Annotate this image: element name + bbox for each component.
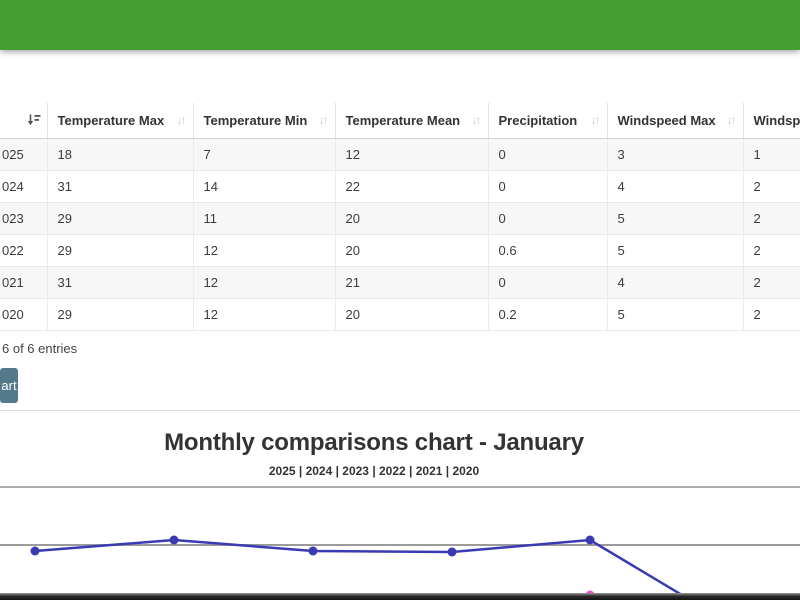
table-cell: 023	[0, 202, 48, 235]
table-cell: 4	[607, 170, 744, 203]
table-row: 021 31 12 21 0 4 2	[0, 266, 800, 299]
blue-series-line	[34, 538, 693, 600]
table-cell: 022	[0, 234, 48, 267]
table-cell: 21	[335, 266, 489, 299]
table-cell: 021	[0, 266, 48, 299]
sort-both-icon[interactable]: ↓↑	[590, 113, 601, 128]
column-header-label: Windspeed Max	[617, 112, 716, 128]
table-cell: 0	[488, 266, 608, 299]
table-cell: 5	[607, 298, 744, 331]
table-cell: 4	[607, 266, 744, 299]
chart-title: Monthly comparisons chart - January	[164, 429, 584, 456]
column-header-windspee[interactable]: Windspee↓↑	[743, 103, 800, 139]
table-cell: 0.2	[488, 298, 608, 331]
table-cell: 0	[488, 170, 608, 203]
sort-both-icon[interactable]: ↓↑	[176, 113, 187, 128]
weather-comparison-table-wrap: Temperature Max ↓↑ Temperature Min ↓↑ Temper…	[0, 103, 800, 333]
table-cell: 2	[743, 298, 800, 331]
column-header-temperature-min[interactable]: Temperature Min ↓↑	[193, 103, 336, 139]
table-cell: 14	[193, 170, 336, 203]
table-cell: 0.6	[488, 234, 608, 267]
table-cell: 31	[47, 266, 194, 299]
sort-desc-active-icon[interactable]	[27, 113, 41, 127]
table-cell: 20	[335, 234, 489, 267]
table-row: 023 29 11 20 0 5 2	[0, 202, 800, 235]
comparison-line-chart[interactable]	[0, 480, 800, 600]
table-cell: 12	[193, 298, 336, 331]
column-header-windspeed-max[interactable]: Windspeed Max ↓↑	[607, 103, 744, 139]
blue-series-point[interactable]	[30, 546, 40, 556]
table-cell: 2	[743, 202, 800, 235]
column-header-temperature-mean[interactable]: Temperature Mean ↓↑	[335, 103, 489, 139]
column-header-row-label[interactable]	[0, 103, 48, 139]
blue-series-point[interactable]	[169, 535, 179, 545]
table-cell: 7	[193, 138, 336, 171]
table-cell: 020	[0, 298, 48, 331]
chart-subtitle: 2025 | 2024 | 2023 | 2022 | 2021 | 2020	[268, 464, 480, 478]
column-header-temperature-max[interactable]: Temperature Max ↓↑	[47, 103, 194, 139]
table-cell: 5	[607, 202, 744, 235]
blue-series-point[interactable]	[447, 547, 457, 557]
table-cell: 11	[193, 202, 336, 235]
column-header-label: Windspee	[753, 112, 800, 128]
table-cell: 025	[0, 138, 48, 171]
column-header-label: Temperature Mean	[345, 112, 461, 128]
table-row: 022 29 12 20 0.6 5 2	[0, 234, 800, 267]
column-header-precipitation[interactable]: Precipitation ↓↑	[488, 103, 608, 139]
table-cell: 3	[607, 138, 744, 171]
table-cell: 5	[607, 234, 744, 267]
table-cell: 0	[488, 202, 608, 235]
table-cell: 2	[743, 234, 800, 267]
table-cell: 2	[743, 170, 800, 203]
table-row: 024 31 14 22 0 4 2	[0, 170, 800, 203]
table-header: Temperature Max ↓↑ Temperature Min ↓↑ Temper…	[0, 103, 800, 139]
table-cell: 22	[335, 170, 489, 203]
table-cell: 12	[193, 234, 336, 267]
weather-comparison-table: Temperature Max ↓↑ Temperature Min ↓↑ Temper…	[0, 103, 800, 331]
chart-toggle-button[interactable]: art	[0, 368, 18, 403]
table-cell: 12	[335, 138, 489, 171]
table-cell: 20	[335, 298, 489, 331]
table-cell: 29	[47, 202, 194, 235]
table-cell: 20	[335, 202, 489, 235]
table-cell: 12	[193, 266, 336, 299]
section-divider	[0, 410, 800, 411]
entries-info: 6 of 6 entries	[2, 341, 78, 356]
column-header-label: Precipitation	[498, 112, 578, 128]
sort-both-icon[interactable]: ↓↑	[726, 113, 737, 128]
column-header-label: Temperature Max	[57, 112, 165, 128]
table-row: 025 18 7 12 0 3 1	[0, 138, 800, 171]
column-header-label: Temperature Min	[203, 112, 308, 128]
table-cell: 31	[47, 170, 194, 203]
table-cell: 1	[743, 138, 800, 171]
sort-both-icon[interactable]: ↓↑	[318, 113, 329, 128]
table-cell: 024	[0, 170, 48, 203]
blue-series-point[interactable]	[585, 535, 595, 545]
table-cell: 29	[47, 234, 194, 267]
app-header-bar	[0, 0, 800, 50]
footer-bar	[0, 593, 800, 600]
table-row: 020 29 12 20 0.2 5 2	[0, 298, 800, 331]
sort-both-icon[interactable]: ↓↑	[471, 113, 482, 128]
table-cell: 18	[47, 138, 194, 171]
blue-series-point[interactable]	[308, 546, 318, 556]
table-cell: 2	[743, 266, 800, 299]
table-cell: 0	[488, 138, 608, 171]
table-cell: 29	[47, 298, 194, 331]
